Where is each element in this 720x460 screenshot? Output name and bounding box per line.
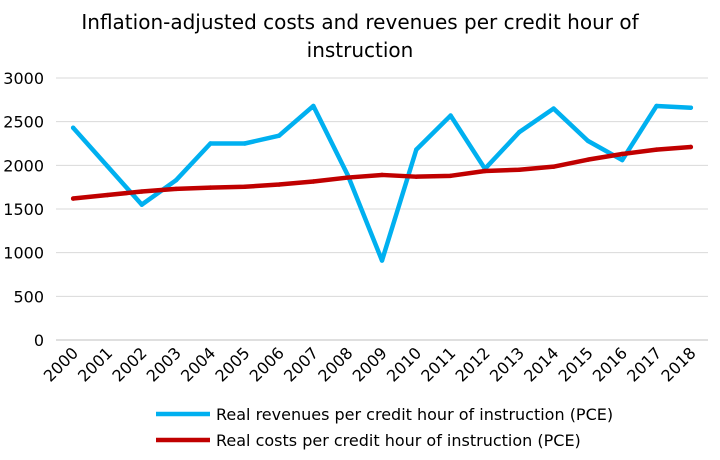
data-point — [70, 196, 76, 201]
data-point — [139, 202, 144, 207]
data-point — [242, 141, 247, 146]
data-point — [276, 133, 282, 138]
data-point — [311, 179, 316, 184]
data-point — [379, 172, 385, 178]
data-point — [517, 129, 522, 135]
data-point — [414, 147, 419, 152]
x-tick-label: 2016 — [589, 343, 631, 385]
data-point — [105, 192, 110, 198]
x-tick-label: 2009 — [349, 343, 391, 385]
y-tick-label: 1500 — [3, 200, 44, 219]
data-point — [208, 185, 213, 190]
data-point — [551, 106, 556, 111]
legend-label: Real costs per credit hour of instructio… — [216, 431, 581, 450]
x-tick-label: 2003 — [143, 343, 185, 385]
data-point — [448, 113, 453, 118]
data-point — [173, 177, 179, 183]
data-point — [585, 138, 591, 144]
data-point — [105, 164, 110, 169]
x-tick-label: 2006 — [246, 343, 288, 385]
data-point — [379, 258, 385, 263]
data-point — [688, 144, 694, 150]
data-point — [448, 173, 453, 179]
y-tick-label: 500 — [13, 287, 44, 306]
data-point — [311, 103, 316, 109]
data-point — [482, 168, 488, 174]
x-tick-label: 2004 — [177, 343, 219, 385]
x-tick-label: 2017 — [623, 343, 665, 385]
x-tick-label: 2012 — [452, 343, 494, 385]
x-tick-label: 2007 — [280, 343, 322, 385]
series-line-0 — [70, 103, 694, 263]
data-point — [585, 157, 591, 162]
legend-label: Real revenues per credit hour of instruc… — [216, 405, 613, 424]
data-point — [517, 167, 522, 172]
x-tick-label: 2018 — [657, 343, 699, 385]
data-point — [688, 105, 694, 110]
data-point — [654, 147, 659, 152]
chart-title-line-1: Inflation-adjusted costs and revenues pe… — [81, 10, 639, 34]
data-point — [620, 151, 625, 157]
data-point — [208, 141, 213, 146]
x-tick-label: 2008 — [314, 343, 356, 385]
data-point — [173, 186, 179, 192]
data-point — [620, 157, 625, 163]
x-tick-label: 2002 — [108, 343, 150, 385]
x-tick-label: 2014 — [520, 343, 562, 385]
y-tick-label: 3000 — [3, 69, 44, 88]
chart-title: Inflation-adjusted costs and revenues pe… — [0, 8, 720, 64]
y-tick-label: 0 — [34, 331, 44, 350]
data-point — [345, 175, 350, 180]
x-tick-label: 2015 — [554, 343, 596, 385]
chart-title-line-2: instruction — [306, 38, 414, 62]
x-tick-label: 2005 — [211, 343, 253, 385]
x-tick-label: 2000 — [40, 343, 82, 385]
data-point — [414, 174, 419, 179]
x-tick-label: 2001 — [74, 343, 116, 385]
data-point — [654, 103, 659, 109]
y-tick-label: 1000 — [3, 244, 44, 263]
x-tick-label: 2010 — [383, 343, 425, 385]
x-tick-label: 2013 — [486, 343, 528, 385]
data-point — [242, 184, 247, 189]
data-point — [139, 189, 144, 194]
data-point — [70, 125, 76, 130]
y-tick-label: 2500 — [3, 113, 44, 132]
y-tick-label: 2000 — [3, 156, 44, 175]
data-point — [276, 182, 282, 187]
x-tick-label: 2011 — [417, 343, 459, 385]
data-point — [551, 164, 556, 169]
